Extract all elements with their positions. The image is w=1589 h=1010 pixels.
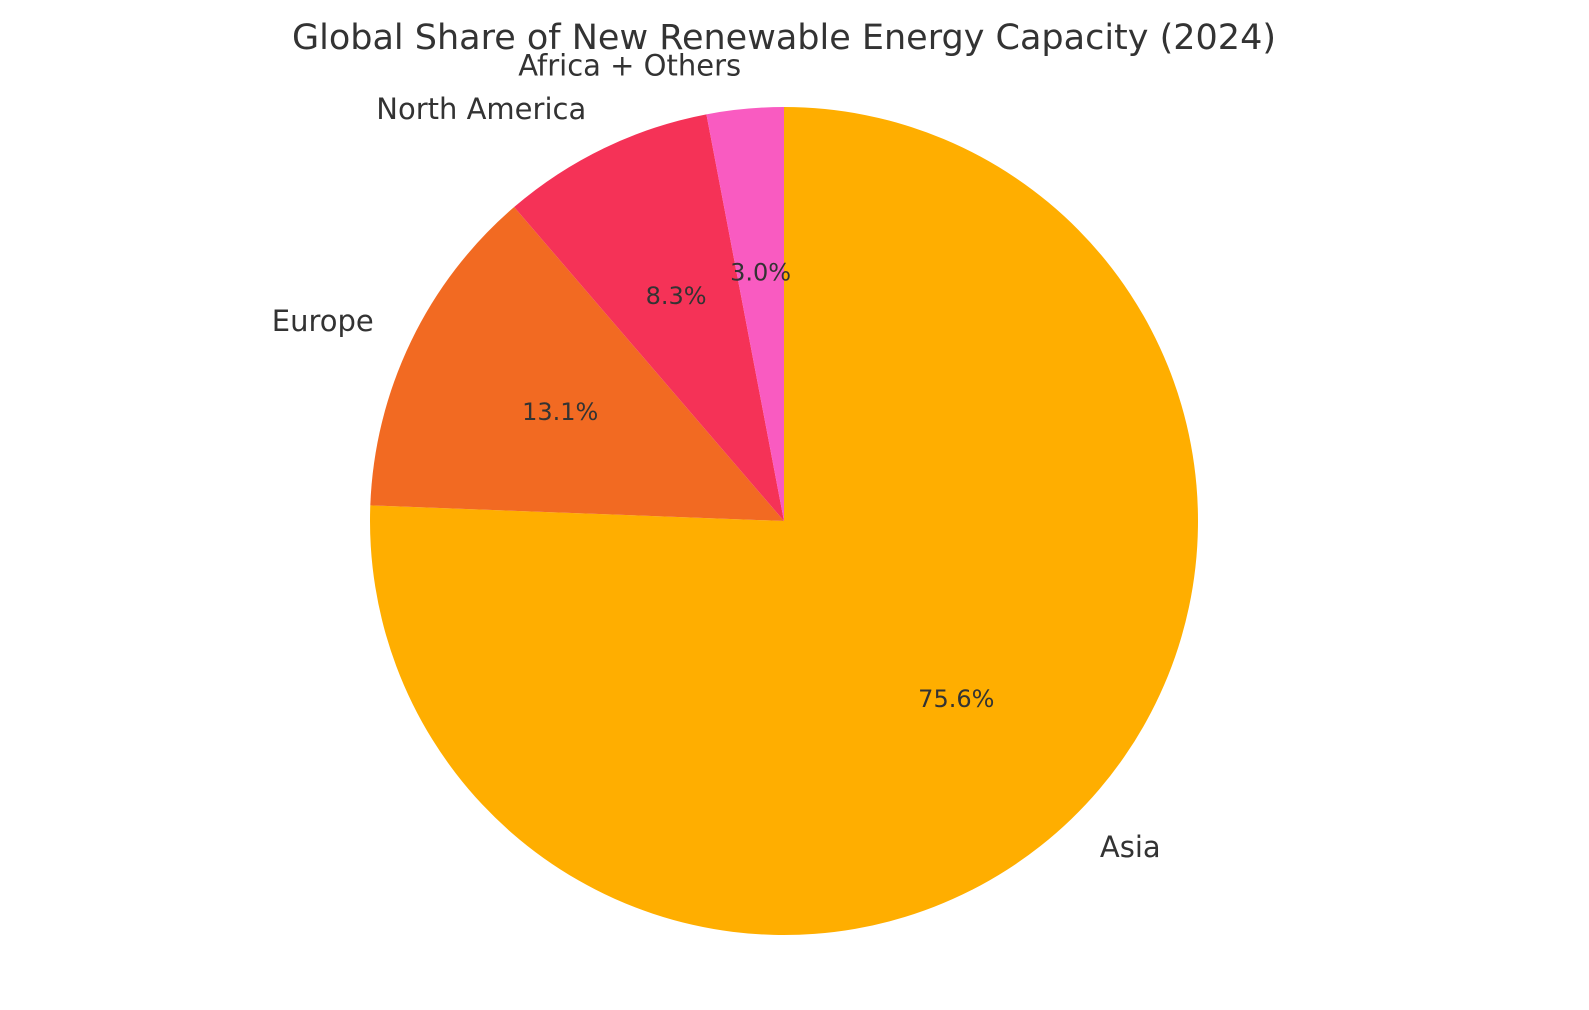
pie-slice-europe bbox=[370, 207, 784, 522]
slice-percent-label: 8.3% bbox=[646, 282, 707, 310]
slice-label: North America bbox=[376, 92, 586, 126]
slice-label: Asia bbox=[1100, 830, 1161, 864]
chart-title: Global Share of New Renewable Energy Cap… bbox=[292, 18, 1276, 58]
pie-slice-north-america bbox=[514, 114, 784, 522]
slice-label: Africa + Others bbox=[518, 49, 741, 83]
slice-percent-label: 3.0% bbox=[730, 259, 791, 287]
pie-slice-africa-others bbox=[706, 107, 784, 521]
slice-label: Europe bbox=[272, 304, 374, 338]
slice-percent-label: 13.1% bbox=[522, 398, 598, 426]
slice-percent-label: 75.6% bbox=[918, 685, 994, 713]
